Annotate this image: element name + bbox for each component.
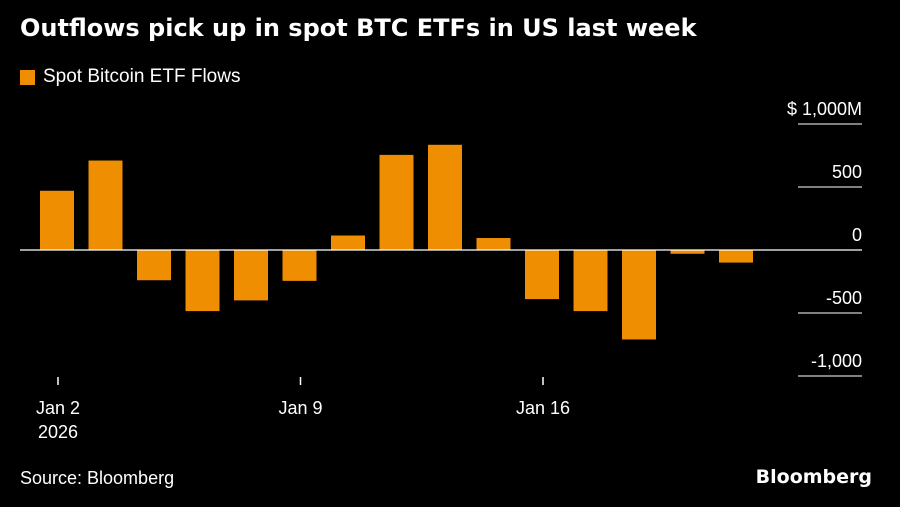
bar xyxy=(234,250,268,301)
bar xyxy=(137,250,171,281)
bar xyxy=(525,250,559,300)
source-note: Source: Bloomberg xyxy=(20,468,175,488)
bar xyxy=(88,160,123,250)
bar xyxy=(670,250,705,254)
legend: Spot Bitcoin ETF Flows xyxy=(20,66,240,88)
x-axis-ticks: Jan 2 2026 Jan 9 Jan 16 xyxy=(36,377,570,442)
bar xyxy=(428,144,462,250)
y-axis-ticks: $ 1,000M 500 0 -500 -1,000 xyxy=(787,99,862,371)
bar xyxy=(379,154,414,250)
bar xyxy=(573,250,608,312)
bar xyxy=(719,250,753,263)
bar xyxy=(476,238,511,250)
x-tick-sublabel: 2026 xyxy=(38,422,78,442)
legend-label: Spot Bitcoin ETF Flows xyxy=(43,66,241,87)
x-tick-label: Jan 2 xyxy=(36,398,80,418)
bar xyxy=(40,190,74,250)
gridlines xyxy=(798,123,862,377)
bar xyxy=(282,250,317,281)
y-tick-label: $ 1,000M xyxy=(787,99,862,119)
x-tick-label: Jan 16 xyxy=(516,398,570,418)
y-tick-label: 0 xyxy=(852,225,862,245)
bar xyxy=(185,250,220,312)
legend-swatch xyxy=(20,69,35,85)
bar xyxy=(331,235,365,250)
bloomberg-logo: Bloomberg xyxy=(755,466,872,488)
x-tick-label: Jan 9 xyxy=(278,398,322,418)
bars xyxy=(40,144,753,340)
y-tick-label: -500 xyxy=(826,288,862,308)
y-tick-label: 500 xyxy=(832,162,862,182)
bar xyxy=(622,250,656,340)
y-tick-label: -1,000 xyxy=(811,351,862,371)
chart-title: Outflows pick up in spot BTC ETFs in US … xyxy=(20,14,697,42)
